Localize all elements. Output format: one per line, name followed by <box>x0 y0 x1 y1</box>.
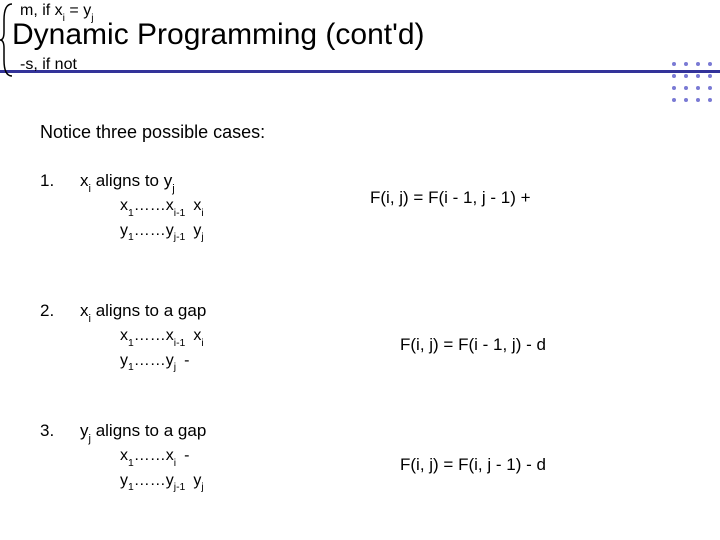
case-1-body: xi aligns to yj x1……xi-1xi y1……yj-1yj <box>80 170 221 244</box>
case-3-row-y: y1……yj-1yj <box>120 470 221 494</box>
case-1-row-x: x1……xi-1xi <box>120 195 221 219</box>
formula-2: F(i, j) = F(i - 1, j) - d <box>400 335 546 355</box>
case-1-row-y: y1……yj-1yj <box>120 220 221 244</box>
case-2: 2. xi aligns to a gap x1……xi-1xi y1……yj- <box>40 300 221 374</box>
case-3: 3. yj aligns to a gap x1……xi- y1……yj-1yj <box>40 420 221 494</box>
brace-icon <box>0 2 16 78</box>
slide-title: Dynamic Programming (cont'd) <box>12 18 425 52</box>
case-3-row-x: x1……xi- <box>120 445 221 469</box>
case-2-row-x: x1……xi-1xi <box>120 325 221 349</box>
brace-option-mismatch: -s, if not <box>20 56 77 74</box>
slide: Dynamic Programming (cont'd) Notice thre… <box>0 0 720 540</box>
case-3-number: 3. <box>40 420 80 443</box>
case-3-heading: yj aligns to a gap <box>80 421 206 440</box>
case-2-number: 2. <box>40 300 80 323</box>
formula-3: F(i, j) = F(i, j - 1) - d <box>400 455 546 475</box>
case-1: 1. xi aligns to yj x1……xi-1xi y1……yj-1yj <box>40 170 221 244</box>
case-2-heading: xi aligns to a gap <box>80 301 206 320</box>
case-3-body: yj aligns to a gap x1……xi- y1……yj-1yj <box>80 420 221 494</box>
case-1-heading: xi aligns to yj <box>80 171 175 190</box>
case-2-body: xi aligns to a gap x1……xi-1xi y1……yj- <box>80 300 221 374</box>
case-2-row-y: y1……yj- <box>120 350 221 374</box>
formula-1: F(i, j) = F(i - 1, j - 1) + <box>370 188 531 208</box>
title-underline <box>0 70 720 73</box>
brace-option-match: m, if xi = yj <box>20 2 94 22</box>
corner-dots-icon <box>664 58 712 106</box>
case-1-number: 1. <box>40 170 80 193</box>
notice-text: Notice three possible cases: <box>40 122 265 143</box>
